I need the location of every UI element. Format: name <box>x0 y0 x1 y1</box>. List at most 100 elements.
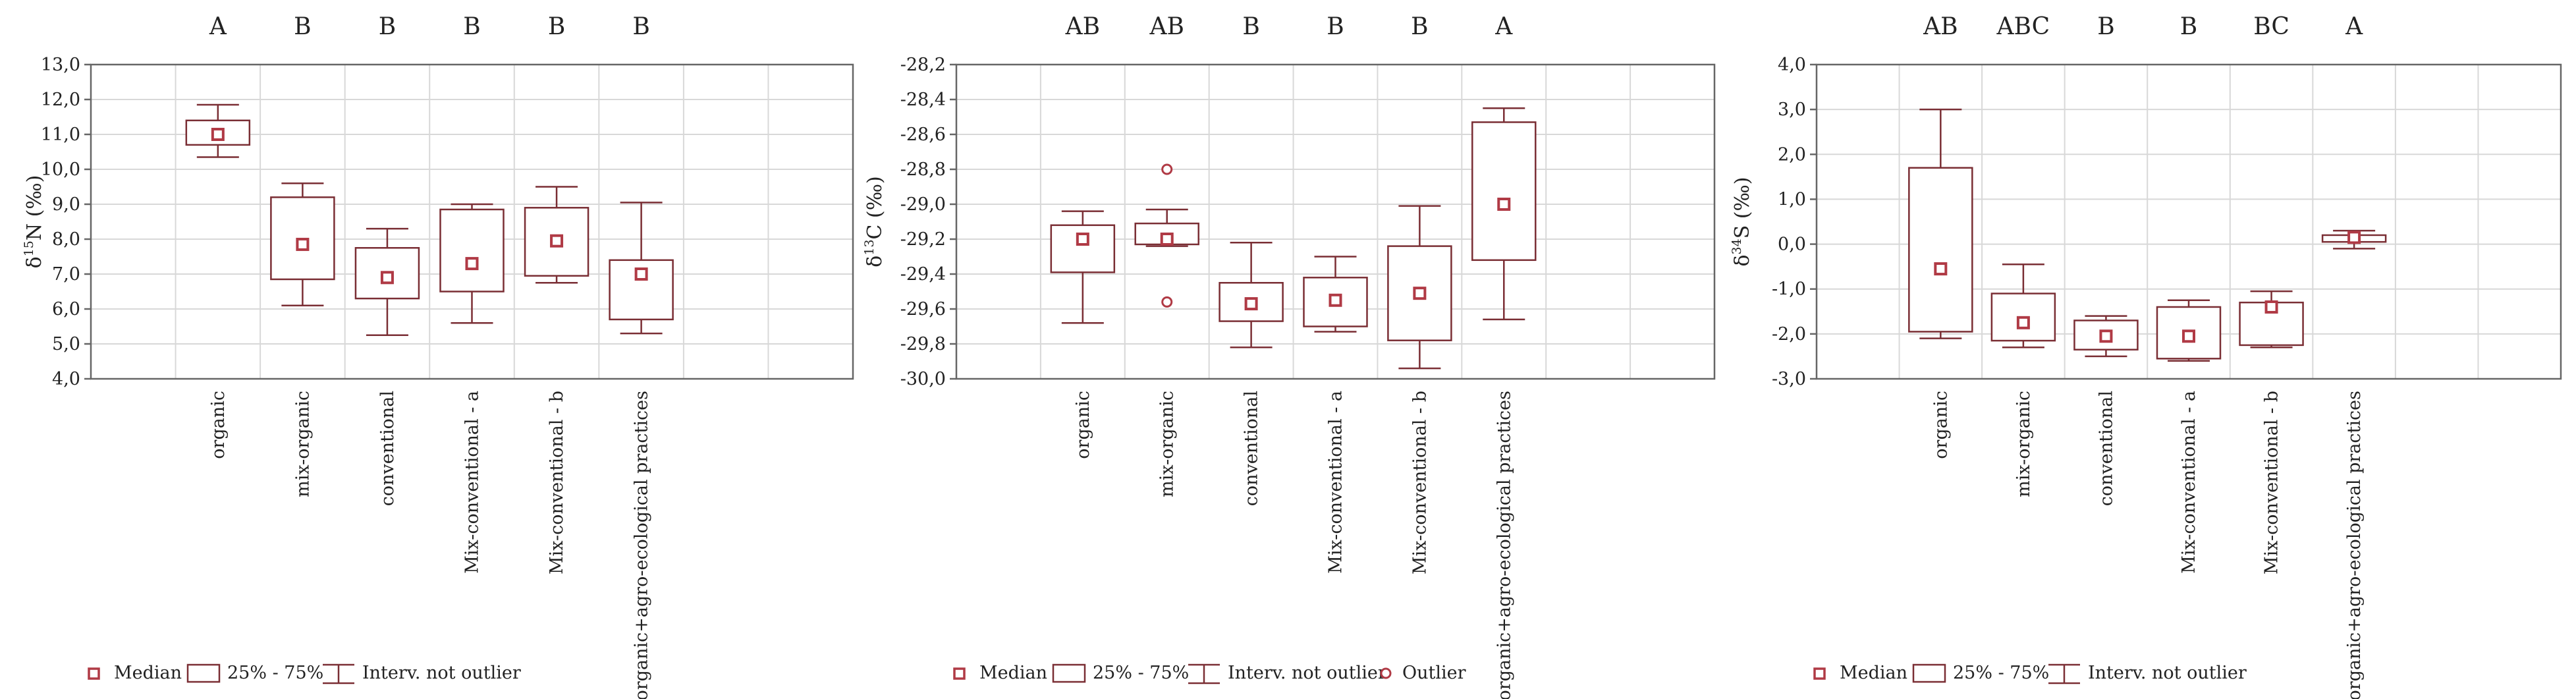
box-5 <box>2239 290 2304 349</box>
significance-letter: B <box>2180 13 2197 40</box>
plot-frame <box>1815 63 2562 380</box>
y-tick-label: 10,0 <box>41 159 80 180</box>
box-2 <box>270 182 335 306</box>
y-tick-label: 3,0 <box>1778 99 1806 120</box>
legend-whisker-label: Interv. not outlier <box>2088 663 2247 683</box>
y-tick-label: -28,8 <box>900 159 946 180</box>
y-tick-label: 6,0 <box>52 299 80 320</box>
legend: Median 25% - 75% Interv. not outlier Outlie… <box>953 663 1466 685</box>
category-label: conventional <box>2096 391 2116 506</box>
box-5 <box>1387 205 1452 370</box>
y-tick-label: -3,0 <box>1772 369 1806 389</box>
legend: Median 25% - 75% Interv. not outlier <box>1813 663 2247 685</box>
significance-letter: ABC <box>1996 13 2050 40</box>
legend-box-label: 25% - 75% <box>227 663 323 683</box>
legend-median-symbol <box>1813 667 1826 680</box>
legend-outlier-symbol <box>1380 667 1392 679</box>
legend-whisker-label: Interv. not outlier <box>1228 663 1386 683</box>
y-axis-label: δ15N (‰) <box>22 175 46 269</box>
legend-box-label: 25% - 75% <box>1953 663 2049 683</box>
significance-letter: AB <box>1923 13 1958 40</box>
median-marker <box>550 234 564 248</box>
box-4 <box>2156 299 2222 362</box>
y-tick-label: -1,0 <box>1772 279 1806 300</box>
significance-letter: B <box>632 13 649 40</box>
category-label: organic <box>208 391 229 459</box>
category-label: conventional <box>377 391 398 506</box>
category-label: organic <box>1073 391 1093 459</box>
y-axis-label-prefix: δ <box>23 256 46 268</box>
legend: Median 25% - 75% Interv. not outlier <box>88 663 521 685</box>
legend-median-label: Median <box>1840 663 1907 683</box>
significance-letter: B <box>294 13 311 40</box>
median-marker <box>634 267 648 281</box>
category-label: organic+agro-ecological practices <box>2344 391 2365 699</box>
y-axis-label-sup: 34 <box>1730 238 1744 254</box>
category-label: organic <box>1931 391 1951 459</box>
iqr-box <box>2073 320 2139 350</box>
category-label: organic+agro-ecological practices <box>1494 391 1514 699</box>
box-6 <box>1471 107 1537 321</box>
median-marker <box>2347 231 2361 244</box>
significance-letter: B <box>1242 13 1259 40</box>
legend-outlier-label: Outlier <box>1402 663 1466 683</box>
y-tick-label: -28,4 <box>900 90 946 110</box>
y-tick-label: -29,6 <box>900 299 946 320</box>
legend-median-symbol <box>953 667 966 680</box>
box-1 <box>1908 108 1973 339</box>
category-label: mix-organic <box>1157 391 1178 497</box>
significance-letter: B <box>2097 13 2114 40</box>
y-axis-label-sup: 13 <box>862 239 877 255</box>
y-axis-label: δ13C (‰) <box>862 176 887 267</box>
y-axis-label-prefix: δ <box>863 256 887 267</box>
y-axis-label-suffix: N (‰) <box>23 175 46 240</box>
y-tick-label: 11,0 <box>41 125 80 145</box>
category-label: Mix-conventional - b <box>2262 391 2282 574</box>
box-2 <box>1134 163 1199 308</box>
y-tick-label: -29,8 <box>900 334 946 354</box>
significance-letter: B <box>1411 13 1428 40</box>
median-marker <box>1497 198 1511 211</box>
y-tick-label: 0,0 <box>1778 235 1806 255</box>
significance-letter: B <box>463 13 480 40</box>
box-4 <box>439 203 505 324</box>
y-tick-label: 4,0 <box>1778 55 1806 75</box>
y-tick-label: -28,6 <box>900 125 946 145</box>
y-tick-label: 2,0 <box>1778 144 1806 165</box>
y-tick-label: 7,0 <box>52 264 80 285</box>
y-axis-label-suffix: S (‰) <box>1731 177 1754 239</box>
outlier-point <box>1161 163 1173 175</box>
y-tick-label: 9,0 <box>52 194 80 215</box>
median-marker <box>1413 287 1427 300</box>
significance-letter: A <box>1494 13 1513 40</box>
y-tick-label: 13,0 <box>41 55 80 75</box>
legend-box-symbol <box>186 663 221 683</box>
iqr-box <box>1050 224 1116 273</box>
median-marker <box>1329 293 1342 307</box>
median-marker <box>465 257 479 271</box>
median-marker <box>1160 233 1174 246</box>
y-tick-label: -30,0 <box>900 369 946 389</box>
box-3 <box>1219 242 1284 349</box>
median-marker <box>380 271 394 285</box>
box-5 <box>524 186 589 284</box>
significance-letter: AB <box>1065 13 1100 40</box>
category-label: Mix-conventional - b <box>547 391 567 574</box>
y-tick-label: -29,2 <box>900 229 946 250</box>
box-2 <box>1990 263 2056 349</box>
significance-letter: AB <box>1149 13 1184 40</box>
box-3 <box>2073 315 2139 358</box>
y-tick-label: 12,0 <box>41 90 80 110</box>
significance-letter: B <box>1327 13 1344 40</box>
significance-letter: BC <box>2253 13 2289 40</box>
significance-letter: B <box>548 13 565 40</box>
median-marker <box>1076 233 1089 246</box>
box-6 <box>609 202 674 335</box>
panel-d13C: -30,0 -29,8 -29,6 -29,4 -29,2 -29,0 -28,8 -28,6… <box>862 13 1716 699</box>
box-6 <box>2321 229 2387 250</box>
category-label: Mix-conventional - b <box>1410 391 1430 574</box>
category-label: organic+agro-ecological practices <box>632 391 652 699</box>
box-1 <box>185 103 251 158</box>
significance-letter: A <box>209 13 227 40</box>
median-marker <box>2016 316 2030 329</box>
